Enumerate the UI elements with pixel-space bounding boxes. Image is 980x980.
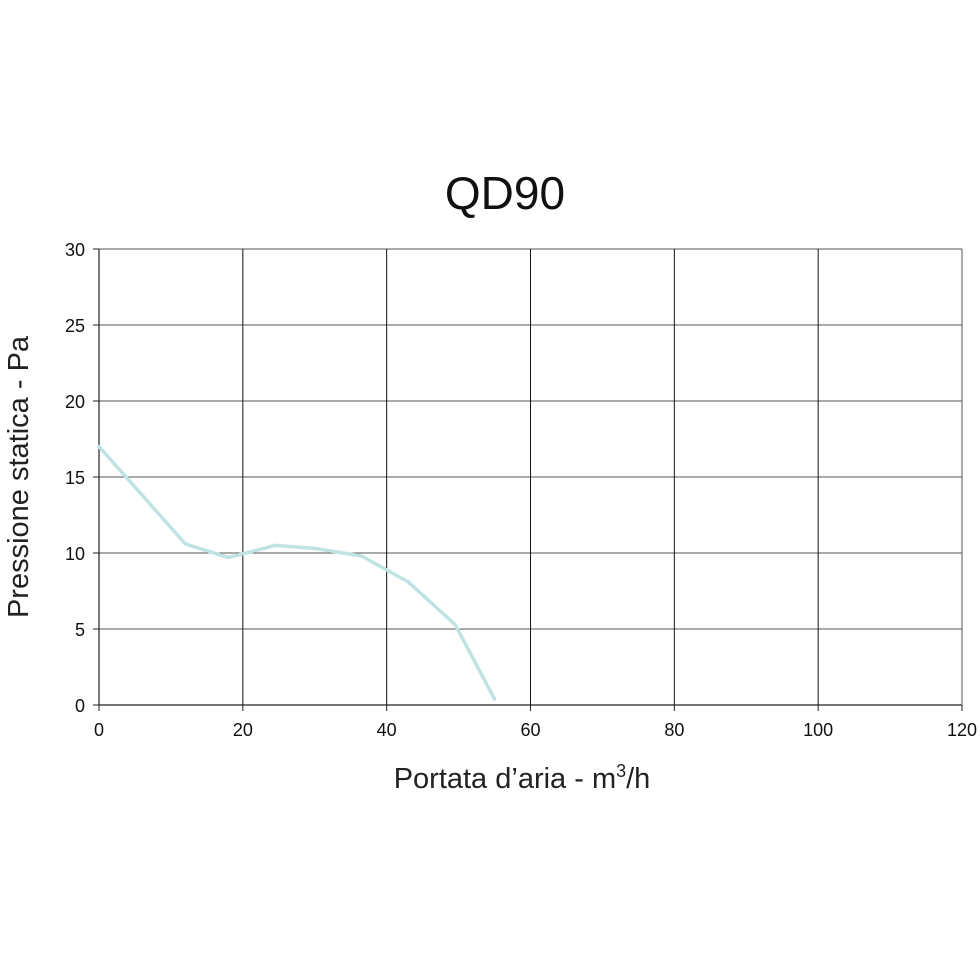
series-line — [97, 444, 497, 701]
chart-title: QD90 — [445, 167, 565, 219]
x-tick-label: 40 — [377, 720, 397, 740]
y-tick-label: 5 — [75, 620, 85, 640]
y-tick-label: 25 — [65, 316, 85, 336]
x-tick-label: 0 — [94, 720, 104, 740]
y-axis-label: Pressione statica - Pa — [3, 335, 35, 618]
y-tick-label: 10 — [65, 544, 85, 564]
grid — [99, 248, 962, 705]
y-tick-label: 20 — [65, 392, 85, 412]
axes — [93, 248, 963, 711]
x-axis-label-unit: /h — [626, 763, 650, 795]
x-tick-label: 60 — [520, 720, 540, 740]
tick-labels: 0 5 10 15 20 25 30 0 20 40 60 80 100 120 — [65, 240, 977, 740]
series — [97, 444, 497, 701]
x-axis-label-main: Portata d’aria - m — [394, 763, 616, 795]
x-axis-label: Portata d’aria - m3/h — [394, 761, 651, 795]
x-tick-label: 100 — [803, 720, 833, 740]
y-tick-label: 30 — [65, 240, 85, 260]
x-tick-label: 120 — [947, 720, 977, 740]
y-tick-label: 0 — [75, 696, 85, 716]
y-tick-label: 15 — [65, 468, 85, 488]
x-tick-label: 20 — [233, 720, 253, 740]
x-tick-label: 80 — [664, 720, 684, 740]
x-axis-label-superscript: 3 — [616, 761, 626, 781]
